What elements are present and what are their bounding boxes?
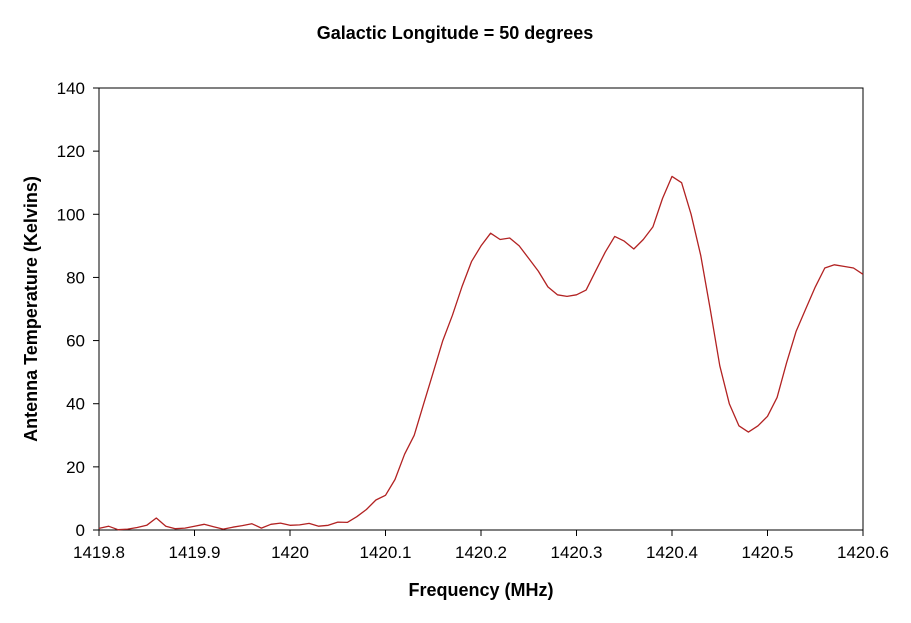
series-line-0 — [98, 175, 864, 531]
series-layer — [98, 175, 864, 531]
y-axis-label: Antenna Temperature (Kelvins) — [21, 176, 41, 442]
y-tick-label: 140 — [57, 79, 85, 98]
x-tick-label: 1419.9 — [169, 543, 221, 562]
x-tick-label: 1420.6 — [837, 543, 889, 562]
y-tick-label: 100 — [57, 205, 85, 224]
x-axis-label: Frequency (MHz) — [408, 580, 553, 600]
y-tick-label: 20 — [66, 458, 85, 477]
y-tick-label: 80 — [66, 268, 85, 287]
x-tick-label: 1420.1 — [360, 543, 412, 562]
y-axis: 0 20 40 60 80 100 120 140 — [57, 79, 99, 540]
y-tick-label: 0 — [76, 521, 85, 540]
x-axis: 1419.8 1419.9 1420 1420.1 1420.2 1420.3 1420.4… — [73, 530, 889, 562]
x-tick-label: 1420.2 — [455, 543, 507, 562]
y-tick-label: 60 — [66, 332, 85, 351]
x-tick-label: 1419.8 — [73, 543, 125, 562]
x-tick-label: 1420.5 — [742, 543, 794, 562]
y-tick-label: 120 — [57, 142, 85, 161]
y-tick-label: 40 — [66, 395, 85, 414]
chart-title: Galactic Longitude = 50 degrees — [317, 23, 594, 43]
x-tick-label: 1420.4 — [646, 543, 698, 562]
x-tick-label: 1420.3 — [551, 543, 603, 562]
plot-area-frame — [98, 87, 864, 531]
x-tick-label: 1420 — [271, 543, 309, 562]
